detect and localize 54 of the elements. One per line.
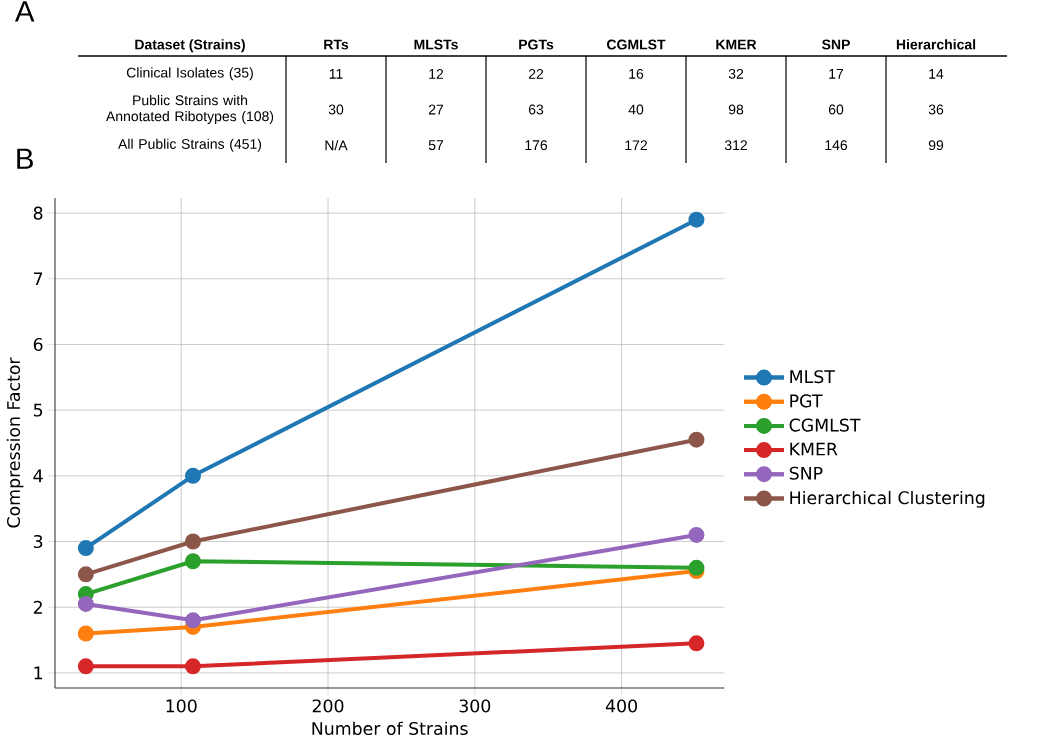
text: 11 <box>329 69 343 79</box>
text: 36 <box>928 104 944 115</box>
text: 176 <box>525 140 548 151</box>
category-label: KMER <box>716 39 757 50</box>
category-label: RTs <box>324 39 349 50</box>
text: Clinical Isolates (35) <box>126 67 253 81</box>
text: 30 <box>328 104 344 115</box>
legend-label: CGMLST <box>789 418 861 432</box>
text: 32 <box>728 68 744 79</box>
chart-title: B <box>17 148 33 169</box>
text: All Public Strains (451) <box>118 138 262 152</box>
y-tick-label: 3 <box>33 534 43 549</box>
text: 14 <box>929 69 944 79</box>
text: Dataset (Strains) <box>135 39 245 53</box>
text: 98 <box>728 104 744 115</box>
legend-label: SNP <box>789 466 823 480</box>
x-tick-label: 100 <box>166 699 197 713</box>
y-axis-title: Compression Factor <box>6 357 24 528</box>
x-tick-label: 200 <box>312 699 344 713</box>
category-label: SNP <box>822 39 850 50</box>
y-tick-label: 8 <box>33 206 43 220</box>
legend-label: MLST <box>790 370 835 384</box>
text: 40 <box>628 104 644 115</box>
x-axis-title: Number of Strains <box>312 721 468 736</box>
text: 172 <box>625 140 647 151</box>
y-tick-label: 5 <box>33 403 43 417</box>
y-tick-label: 7 <box>34 272 43 286</box>
x-tick-label: 400 <box>605 699 637 713</box>
y-tick-label: 6 <box>33 337 43 352</box>
text: N/A <box>325 140 348 151</box>
text: 22 <box>528 68 544 79</box>
category-label: Hierarchical <box>896 39 976 50</box>
text: 312 <box>724 140 747 151</box>
text: Public Strains with Annotated Ribotypes (108) <box>105 94 274 125</box>
category-label: CGMLST <box>607 39 666 50</box>
category-label: PGTs <box>519 39 554 50</box>
text: 12 <box>429 68 444 79</box>
y-tick-label: 1 <box>34 666 43 680</box>
x-tick-label: 300 <box>459 699 491 713</box>
text: 99 <box>928 140 944 151</box>
y-tick-label: 2 <box>33 600 42 614</box>
text: 17 <box>829 69 844 79</box>
text: 16 <box>629 68 644 79</box>
text: A <box>14 1 35 22</box>
text: 57 <box>428 140 444 151</box>
legend-label: KMER <box>790 442 838 456</box>
legend-label: PGT <box>790 394 823 408</box>
category-label: MLSTs <box>414 39 458 50</box>
text: 63 <box>528 104 544 115</box>
y-tick-label: 4 <box>33 469 43 483</box>
text: 146 <box>825 140 848 151</box>
text: 27 <box>428 104 444 115</box>
legend-label: Hierarchical Clustering <box>790 490 985 508</box>
text: 60 <box>828 104 844 115</box>
